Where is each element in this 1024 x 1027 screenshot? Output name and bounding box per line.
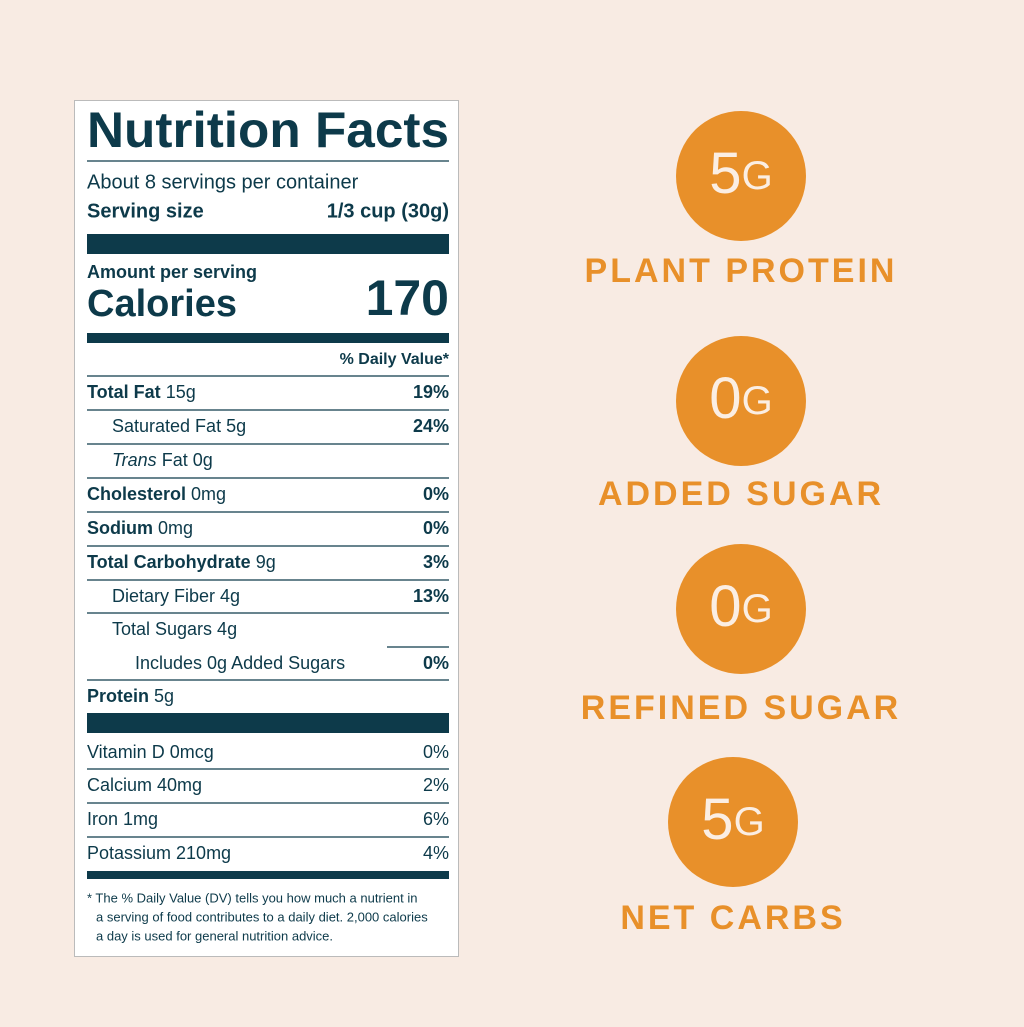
nutrient-dv: 24% <box>413 416 449 436</box>
calories-label: Calories <box>87 283 237 325</box>
claim-number: 5 <box>701 787 733 852</box>
nutrient-dv: 19% <box>413 382 449 402</box>
claim: 0G REFINED SUGAR <box>581 544 901 727</box>
claim-circle <box>676 544 806 674</box>
vitamin-dv: 4% <box>423 843 449 863</box>
nutrient-name: Saturated Fat 5g <box>112 416 246 436</box>
vitamin-dv: 0% <box>423 742 449 762</box>
medium-bar <box>87 333 449 343</box>
nutrient: Total Fat 15g <box>87 382 196 402</box>
claim-number: 5 <box>709 141 741 206</box>
nutrient: Protein 5g <box>87 686 174 706</box>
claim-value: 0G <box>709 574 772 639</box>
nutrient-amount: 15g <box>166 382 196 402</box>
nutrient-name: Sodium <box>87 518 153 538</box>
nutrient-dv: 0% <box>423 484 449 504</box>
nutrient-name: Total Fat <box>87 382 161 402</box>
thick-bar <box>87 234 449 254</box>
nutrient-name: Includes 0g Added Sugars <box>135 653 345 673</box>
nutrient-name: Total Carbohydrate <box>87 552 251 572</box>
servings: About 8 servings per container <box>87 171 359 193</box>
claim-text: ADDED SUGAR <box>598 475 884 513</box>
claim-circle <box>676 336 806 466</box>
nutrient-name: Fat 0g <box>162 450 213 470</box>
nutrient-name: Protein <box>87 686 149 706</box>
vitamin-dv: 6% <box>423 809 449 829</box>
nutrient-name: Total Sugars 4g <box>112 619 237 639</box>
nutrient-name: Dietary Fiber 4g <box>112 586 240 606</box>
vitamin-name: Iron 1mg <box>87 809 158 829</box>
serving-size-value: 1/3 cup (30g) <box>327 200 449 222</box>
nutrient: Trans Fat 0g <box>112 450 213 470</box>
claim-circle <box>676 111 806 241</box>
vitamin-name: Potassium 210mg <box>87 843 231 863</box>
vitamin-dv: 2% <box>423 775 449 795</box>
claim: 5G NET CARBS <box>620 757 845 937</box>
thick-bar <box>87 713 449 733</box>
label-title: Nutrition Facts <box>87 102 449 158</box>
nutrient-dv: 0% <box>423 518 449 538</box>
nutrient-amount: 0mg <box>191 484 226 504</box>
claim-value: 5G <box>709 141 772 206</box>
vitamin-name: Calcium 40mg <box>87 775 202 795</box>
footnote: a day is used for general nutrition advi… <box>96 928 333 943</box>
claim-unit: G <box>734 800 765 844</box>
claim-value: 5G <box>701 787 764 852</box>
nutrient-dv: 3% <box>423 552 449 572</box>
claim: 5G PLANT PROTEIN <box>585 111 898 290</box>
calories-value: 170 <box>366 270 449 326</box>
claim-text: NET CARBS <box>620 899 845 937</box>
medium-bar <box>87 871 449 879</box>
claim-number: 0 <box>709 366 741 431</box>
nutrient: Total Carbohydrate 9g <box>87 552 276 572</box>
nutrient-amount: 0mg <box>158 518 193 538</box>
claim-circle <box>668 757 798 887</box>
claim-number: 0 <box>709 574 741 639</box>
nutrient-dv: 0% <box>423 653 449 673</box>
nutrient: Sodium 0mg <box>87 518 193 538</box>
nutrient-amount: 5g <box>154 686 174 706</box>
claim-unit: G <box>742 379 773 423</box>
claim: 0G ADDED SUGAR <box>598 336 884 513</box>
claim-text: REFINED SUGAR <box>581 689 901 727</box>
footnote: * The % Daily Value (DV) tells you how m… <box>87 890 417 905</box>
claim-text: PLANT PROTEIN <box>585 252 898 290</box>
nutrient-dv: 13% <box>413 586 449 606</box>
footnote: a serving of food contributes to a daily… <box>96 909 428 924</box>
nutrient-amount: 9g <box>256 552 276 572</box>
claim-value: 0G <box>709 366 772 431</box>
nutrient-name-italic: Trans <box>112 450 157 470</box>
claim-unit: G <box>742 587 773 631</box>
amount-per-serving: Amount per serving <box>87 262 257 282</box>
nutrient: Cholesterol 0mg <box>87 484 226 504</box>
claim-unit: G <box>742 154 773 198</box>
serving-size-label: Serving size <box>87 200 204 222</box>
dv-header: % Daily Value* <box>340 351 450 368</box>
nutrient-name: Cholesterol <box>87 484 186 504</box>
vitamin-name: Vitamin D 0mcg <box>87 742 214 762</box>
